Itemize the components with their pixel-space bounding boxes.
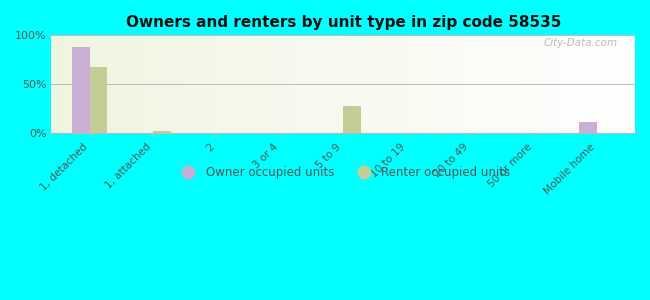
Text: City-Data.com: City-Data.com: [543, 38, 618, 48]
Bar: [153, 131, 171, 133]
Bar: [579, 122, 597, 133]
Bar: [90, 67, 107, 133]
Bar: [343, 106, 361, 133]
Bar: [72, 47, 90, 133]
Legend: Owner occupied units, Renter occupied units: Owner occupied units, Renter occupied un…: [172, 161, 515, 184]
Title: Owners and renters by unit type in zip code 58535: Owners and renters by unit type in zip c…: [125, 15, 561, 30]
